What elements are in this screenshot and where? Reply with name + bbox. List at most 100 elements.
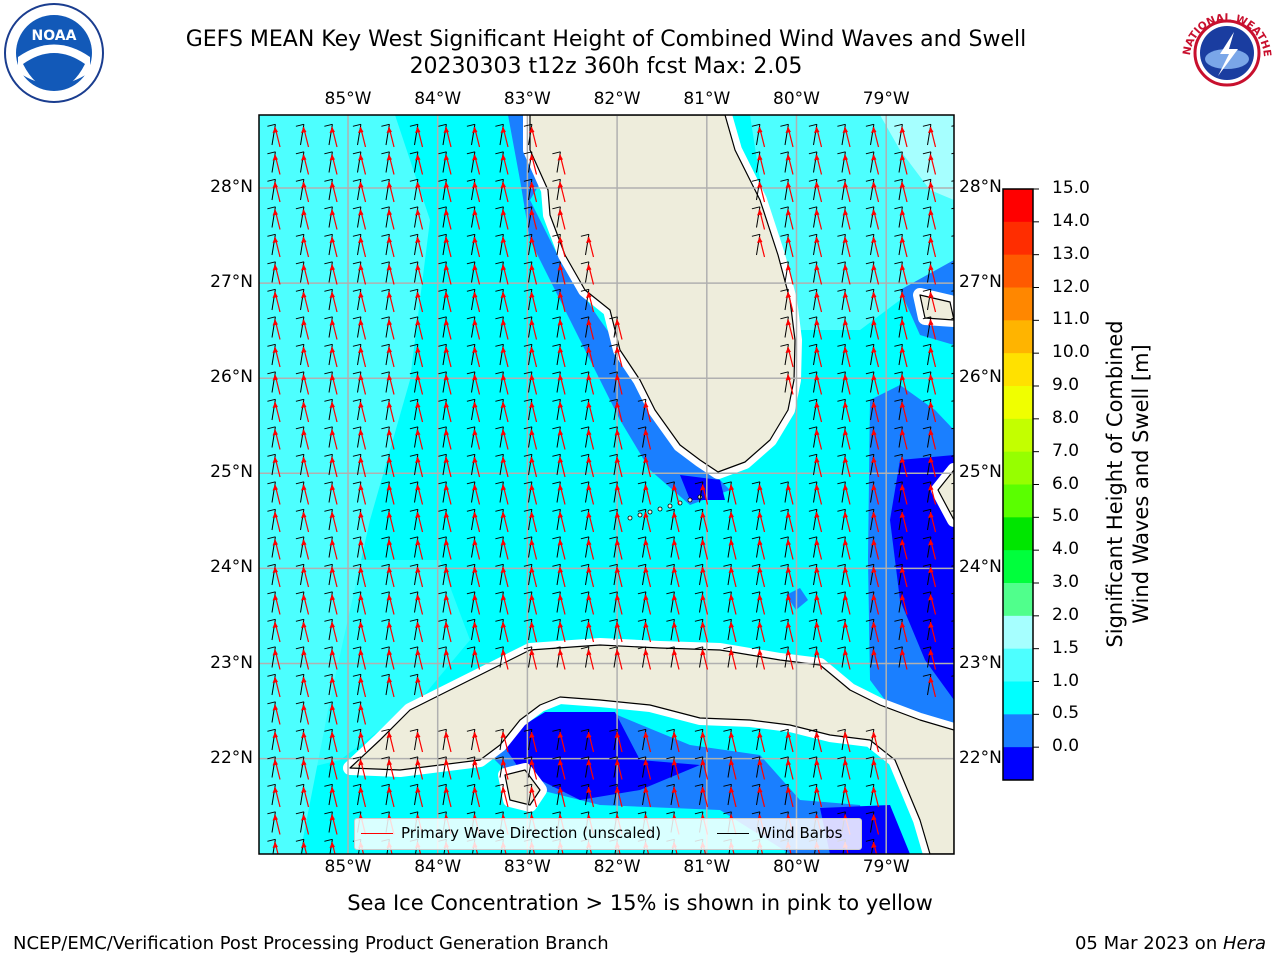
colorbar-tick-label: 1.0	[1052, 670, 1080, 691]
wind-barb-flag	[409, 178, 419, 182]
wave-arrow-head	[814, 292, 820, 298]
wind-barb-flag	[922, 591, 932, 595]
wind-barb-flag	[751, 206, 761, 210]
wave-arrow-head	[329, 759, 335, 766]
wave-arrow-head	[529, 264, 535, 271]
wave-arrow-head	[415, 347, 421, 353]
wave-arrow-head	[814, 209, 820, 216]
wind-barb-flag	[837, 728, 846, 732]
wind-barb-flag	[295, 563, 305, 567]
wave-arrow-head	[500, 787, 506, 793]
wave-arrow-head	[757, 154, 763, 161]
wave-arrow-head	[386, 759, 392, 766]
wave-arrow-head	[871, 237, 877, 243]
wind-barb-flag	[267, 233, 276, 237]
wind-barb-flag	[865, 453, 875, 457]
wind-barb-flag	[409, 811, 419, 815]
wave-arrow-head	[785, 787, 791, 793]
wave-arrow-head	[643, 567, 649, 573]
cuba-mainland	[349, 644, 954, 854]
wave-arrow-head	[443, 429, 449, 436]
wind-barb-flag	[666, 618, 675, 622]
wave-arrow-head	[301, 319, 307, 326]
wind-barb-flag	[865, 398, 875, 402]
wind-barb-flag	[780, 233, 789, 237]
wave-arrow-head	[899, 567, 905, 573]
wind-barb-flag	[837, 123, 846, 127]
wave-arrow-head	[472, 402, 478, 408]
wind-barb-flag	[666, 481, 675, 485]
wind-barb-flag	[438, 728, 447, 732]
wind-barb-flag	[837, 233, 846, 237]
wind-barb-flag	[324, 426, 333, 430]
map-layers	[259, 115, 954, 854]
wave-arrow-head	[586, 512, 592, 518]
wind-barb-flag	[637, 563, 647, 567]
wave-arrow-head	[529, 622, 535, 628]
wave-arrow-head	[272, 237, 278, 243]
wind-barb-flag	[780, 563, 789, 567]
wind-barb-flag	[409, 783, 419, 787]
wind-barb-flag	[894, 646, 903, 650]
wave-arrow-head	[443, 402, 449, 408]
wind-barb-flag	[951, 537, 954, 540]
wave-arrow-head	[272, 127, 278, 133]
wind-barb-flag	[780, 178, 789, 182]
wind-barb-flag	[495, 481, 504, 485]
wave-arrow-head	[500, 292, 506, 298]
wave-arrow-head	[871, 787, 877, 793]
wind-barb-flag	[267, 618, 276, 622]
wave-arrow-head	[472, 622, 478, 628]
wind-barb-flag	[808, 288, 818, 292]
ocean-2-3-atlantic	[880, 115, 954, 200]
wave-arrow-head	[272, 732, 278, 738]
wave-arrow-head	[928, 429, 934, 436]
wave-arrow-head	[586, 374, 592, 381]
wind-barb-flag	[352, 673, 362, 677]
wind-barb-flag	[466, 728, 476, 732]
wind-barb-flag	[409, 151, 419, 155]
wave-arrow-head	[301, 814, 307, 821]
wind-barb-flag	[837, 178, 846, 182]
wave-arrow-head	[871, 209, 877, 216]
wave-arrow-head	[614, 429, 620, 436]
wave-arrow-head	[358, 649, 364, 656]
wave-arrow-head	[529, 457, 535, 463]
wind-barb-flag	[780, 591, 789, 595]
wind-barb-flag	[381, 508, 390, 512]
wind-barb-flag	[637, 728, 647, 732]
wind-barb-flag	[466, 783, 476, 787]
wind-barb-flag	[324, 536, 333, 540]
wave-arrow-head	[842, 457, 848, 463]
wind-barb-flag	[295, 701, 305, 705]
colorbar-label: Significant Height of Combined Wind Wave…	[1102, 320, 1154, 647]
wave-arrow-head	[500, 209, 506, 216]
colorbar-tick-label: 12.0	[1052, 276, 1090, 297]
wind-barb-flag	[837, 398, 846, 402]
wind-barb-flag	[438, 481, 447, 485]
legend-wind-barbs: Wind Barbs	[717, 824, 842, 842]
wave-arrow-head	[529, 319, 535, 326]
wave-arrow-head	[329, 182, 335, 188]
wave-arrow-head	[928, 512, 934, 518]
wind-barb-flag	[267, 316, 276, 320]
wind-barb-flag	[352, 508, 362, 512]
wave-arrow-head	[529, 759, 535, 766]
wave-arrow-head	[386, 787, 392, 793]
wind-barb-flag	[552, 536, 561, 540]
wave-arrow-head	[415, 209, 421, 216]
colorbar-segment	[1003, 484, 1033, 518]
wave-arrow-head	[728, 484, 734, 491]
wind-barb-flag	[808, 591, 818, 595]
colorbar-tick-label: 11.0	[1052, 309, 1090, 330]
wind-barb-flag	[466, 508, 476, 512]
wave-arrow-head	[842, 127, 848, 133]
wind-barb-flag	[694, 591, 704, 595]
wave-arrow-head	[814, 319, 820, 326]
wind-barb-flag	[808, 343, 818, 347]
wave-arrow-head	[500, 622, 506, 628]
wave-arrow-head	[586, 732, 592, 738]
wind-barb-flag	[808, 618, 818, 622]
wave-arrow-head	[643, 484, 649, 491]
